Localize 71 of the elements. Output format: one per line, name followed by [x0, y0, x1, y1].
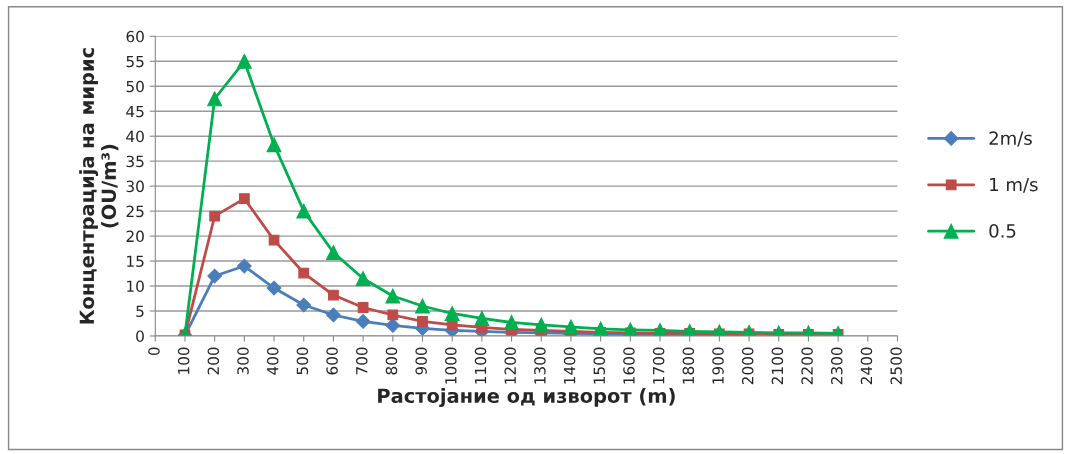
- y-tick-label: 45: [126, 105, 144, 118]
- x-tick-label: 1200: [504, 347, 516, 384]
- x-tick-label: 900: [415, 347, 427, 375]
- point: [296, 297, 312, 313]
- y-tick-label: 55: [126, 55, 144, 68]
- point: [474, 311, 490, 326]
- point: [385, 288, 401, 304]
- y-tick-label: 60: [126, 30, 144, 43]
- x-tick-label: 1100: [474, 347, 487, 384]
- x-tick-label: 100: [177, 347, 190, 374]
- x-tick-label: 0: [148, 347, 160, 356]
- point: [325, 245, 341, 261]
- x-tick-label: 500: [296, 347, 309, 375]
- point: [236, 258, 252, 274]
- y-tick-label: 30: [126, 180, 144, 193]
- point: [415, 298, 430, 314]
- x-tick-label: 1600: [623, 347, 635, 384]
- legend-label: 2m/s: [989, 131, 1032, 147]
- x-tick-label: 2000: [741, 347, 754, 385]
- y-tick-label: 25: [126, 205, 144, 218]
- x-tick-label: 1700: [652, 347, 665, 384]
- point: [417, 316, 428, 327]
- y-tick-label: 50: [126, 80, 144, 93]
- point: [207, 268, 223, 284]
- x-tick-label: 400: [266, 347, 279, 375]
- x-axis-title: Растојание од изворот (m): [378, 388, 675, 408]
- x-tick-label: 1500: [593, 347, 606, 384]
- point: [236, 53, 252, 69]
- point: [444, 306, 460, 321]
- y-tick-label: 10: [127, 280, 144, 293]
- x-tick-label: 2400: [860, 347, 873, 385]
- point: [326, 307, 341, 323]
- x-tick-label: 600: [326, 347, 338, 375]
- x-tick-label: 1000: [445, 347, 457, 384]
- point: [357, 302, 369, 313]
- point: [504, 315, 520, 330]
- point: [387, 309, 399, 321]
- y-tick-label: 35: [126, 155, 144, 168]
- point: [355, 314, 371, 329]
- point: [266, 137, 282, 153]
- point: [385, 318, 401, 333]
- legend-label: 1 m/s: [990, 177, 1038, 193]
- x-tick-label: 2100: [771, 347, 784, 385]
- x-tick-label: 200: [207, 347, 220, 375]
- x-tick-label: 2200: [801, 347, 813, 385]
- point: [533, 317, 549, 333]
- y-tick-label: 5: [136, 305, 144, 318]
- x-tick-label: 700: [355, 347, 368, 375]
- point: [207, 91, 223, 107]
- y-tick-label: 0: [136, 330, 144, 342]
- point: [238, 193, 250, 205]
- x-tick-label: 800: [385, 347, 398, 375]
- point: [355, 271, 371, 286]
- x-tick-label: 1400: [563, 347, 576, 384]
- x-tick-label: 300: [237, 347, 249, 375]
- y-tick-label: 15: [127, 255, 144, 268]
- point: [296, 203, 312, 219]
- x-tick-label: 2300: [831, 347, 843, 385]
- y-tick-label: 20: [126, 230, 144, 243]
- x-tick-label: 2500: [890, 347, 902, 385]
- point: [266, 280, 282, 296]
- y-axis-title: Концентрација на мирис (OU/m³): [79, 48, 119, 324]
- x-tick-label: 1800: [682, 347, 695, 384]
- point: [209, 210, 221, 222]
- point: [298, 267, 310, 279]
- y-tick-label: 40: [126, 130, 144, 143]
- point: [328, 289, 339, 301]
- x-tick-label: 1300: [534, 347, 546, 384]
- point: [563, 319, 579, 335]
- legend-label: 0.5: [989, 224, 1016, 238]
- x-tick-label: 1900: [712, 347, 724, 384]
